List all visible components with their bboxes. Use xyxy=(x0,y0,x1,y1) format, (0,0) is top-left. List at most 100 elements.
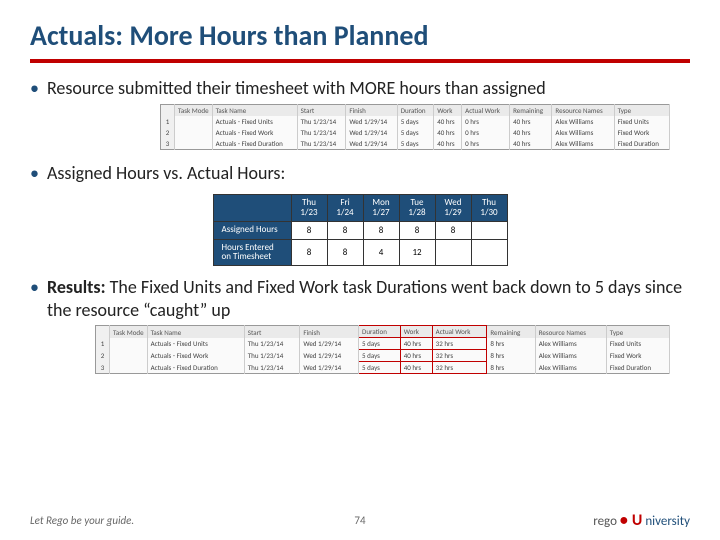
hours-cell: 8 xyxy=(291,239,327,266)
gantt-cell: Wed 1/29/14 xyxy=(346,127,397,138)
bullet-3: • Results: The Fixed Units and Fixed Wor… xyxy=(30,276,690,321)
logo-text-rego: rego xyxy=(593,514,617,529)
gantt-header: Remaining xyxy=(487,326,535,338)
gantt-cell xyxy=(175,116,213,127)
gantt-cell: Thu 1/23/14 xyxy=(297,138,346,150)
hours-col-header: Fri1/24 xyxy=(327,194,363,221)
hours-cell: 8 xyxy=(399,221,435,239)
gantt-cell: 0 hrs xyxy=(462,127,510,138)
gantt-cell: 0 hrs xyxy=(462,138,510,150)
gantt-cell: Fixed Units xyxy=(606,338,669,350)
gantt-header: Remaining xyxy=(510,105,552,117)
bullet-dot: • xyxy=(30,276,39,299)
gantt-cell: 5 days xyxy=(359,362,401,374)
gantt-cell: 32 hrs xyxy=(432,350,487,362)
gantt-cell: Alex Williams xyxy=(535,338,606,350)
results-text: The Fixed Units and Fixed Work task Dura… xyxy=(47,276,682,321)
gantt-cell: 40 hrs xyxy=(400,350,432,362)
gantt-cell: Thu 1/23/14 xyxy=(297,127,346,138)
gantt-header: Task Mode xyxy=(175,105,213,117)
gantt-cell: 5 days xyxy=(397,116,433,127)
hours-cell: 12 xyxy=(399,239,435,266)
hours-col-header: Mon1/27 xyxy=(363,194,399,221)
gantt-cell: 40 hrs xyxy=(400,338,432,350)
gantt-header xyxy=(161,105,175,117)
gantt-header: Task Name xyxy=(147,326,244,338)
hours-cell: 4 xyxy=(363,239,399,266)
bullet-dot: • xyxy=(30,162,39,185)
hours-col-header: Thu1/30 xyxy=(471,194,507,221)
gantt-header: Finish xyxy=(300,326,359,338)
gantt-cell: 5 days xyxy=(397,138,433,150)
gantt-cell: Actuals - Fixed Duration xyxy=(147,362,244,374)
hours-row-header: Assigned Hours xyxy=(213,221,291,239)
footer: Let Rego be your guide. 74 rego • Univer… xyxy=(30,511,690,530)
gantt-cell: Thu 1/23/14 xyxy=(297,116,346,127)
hours-cell xyxy=(435,239,471,266)
hours-col-header: Wed1/29 xyxy=(435,194,471,221)
hours-cell: 8 xyxy=(327,239,363,266)
gantt-header: Actual Work xyxy=(432,326,487,338)
bullet-3-text: Results: The Fixed Units and Fixed Work … xyxy=(47,276,690,321)
gantt-cell: 32 hrs xyxy=(432,338,487,350)
gantt-header: Duration xyxy=(397,105,433,117)
gantt-cell xyxy=(110,350,148,362)
gantt-table-before: Task ModeTask NameStartFinishDurationWor… xyxy=(160,104,670,150)
gantt-cell: 8 hrs xyxy=(487,338,535,350)
gantt-cell: 1 xyxy=(96,338,110,350)
bullet-2: • Assigned Hours vs. Actual Hours: xyxy=(30,162,690,185)
gantt-header: Resource Names xyxy=(535,326,606,338)
gantt-cell: Actuals - Fixed Duration xyxy=(212,138,297,150)
gantt-cell: Alex Williams xyxy=(535,350,606,362)
gantt-cell: 5 days xyxy=(397,127,433,138)
gantt-cell: 0 hrs xyxy=(462,116,510,127)
gantt-cell: 40 hrs xyxy=(434,127,462,138)
gantt-cell: 40 hrs xyxy=(510,127,552,138)
hours-cell: 8 xyxy=(291,221,327,239)
gantt-cell: Wed 1/29/14 xyxy=(346,116,397,127)
hours-cell xyxy=(471,239,507,266)
gantt-header: Finish xyxy=(346,105,397,117)
hours-cell xyxy=(471,221,507,239)
gantt-header: Duration xyxy=(359,326,401,338)
hours-col-header: Thu1/23 xyxy=(291,194,327,221)
gantt-cell xyxy=(175,138,213,150)
hours-cell: 8 xyxy=(363,221,399,239)
logo-text-niversity: niversity xyxy=(645,514,690,529)
gantt-cell: 40 hrs xyxy=(510,138,552,150)
gantt-cell: 8 hrs xyxy=(487,350,535,362)
hours-cell: 8 xyxy=(435,221,471,239)
page-number: 74 xyxy=(354,514,365,527)
gantt-cell: Alex Williams xyxy=(552,138,614,150)
bullet-2-text: Assigned Hours vs. Actual Hours: xyxy=(47,162,285,185)
bullet-1: • Resource submitted their timesheet wit… xyxy=(30,77,690,100)
hours-cell: 8 xyxy=(327,221,363,239)
gantt-cell: Fixed Units xyxy=(614,116,669,127)
gantt-cell: Thu 1/23/14 xyxy=(244,350,300,362)
gantt-header: Resource Names xyxy=(552,105,614,117)
gantt-cell: 32 hrs xyxy=(432,362,487,374)
gantt-cell: 8 hrs xyxy=(487,362,535,374)
gantt-header: Type xyxy=(614,105,669,117)
gantt-cell: 2 xyxy=(161,127,175,138)
title-underline xyxy=(30,59,690,63)
gantt-cell: Alex Williams xyxy=(535,362,606,374)
gantt-cell: Wed 1/29/14 xyxy=(346,138,397,150)
hours-comparison-table: Thu1/23Fri1/24Mon1/27Tue1/28Wed1/29Thu1/… xyxy=(213,194,508,267)
footer-tagline: Let Rego be your guide. xyxy=(30,514,134,527)
gantt-cell xyxy=(175,127,213,138)
gantt-cell: Actuals - Fixed Units xyxy=(147,338,244,350)
gantt-cell: Fixed Duration xyxy=(606,362,669,374)
gantt-cell: 3 xyxy=(96,362,110,374)
gantt-cell: 40 hrs xyxy=(400,362,432,374)
gantt-cell: Alex Williams xyxy=(552,116,614,127)
gantt-cell: Fixed Work xyxy=(614,127,669,138)
gantt-header: Start xyxy=(297,105,346,117)
gantt-cell: 5 days xyxy=(359,350,401,362)
gantt-cell: Wed 1/29/14 xyxy=(300,338,359,350)
hours-corner xyxy=(213,194,291,221)
gantt-cell: 1 xyxy=(161,116,175,127)
logo-text-u: U xyxy=(632,511,642,530)
gantt-cell: 5 days xyxy=(359,338,401,350)
gantt-cell: 2 xyxy=(96,350,110,362)
